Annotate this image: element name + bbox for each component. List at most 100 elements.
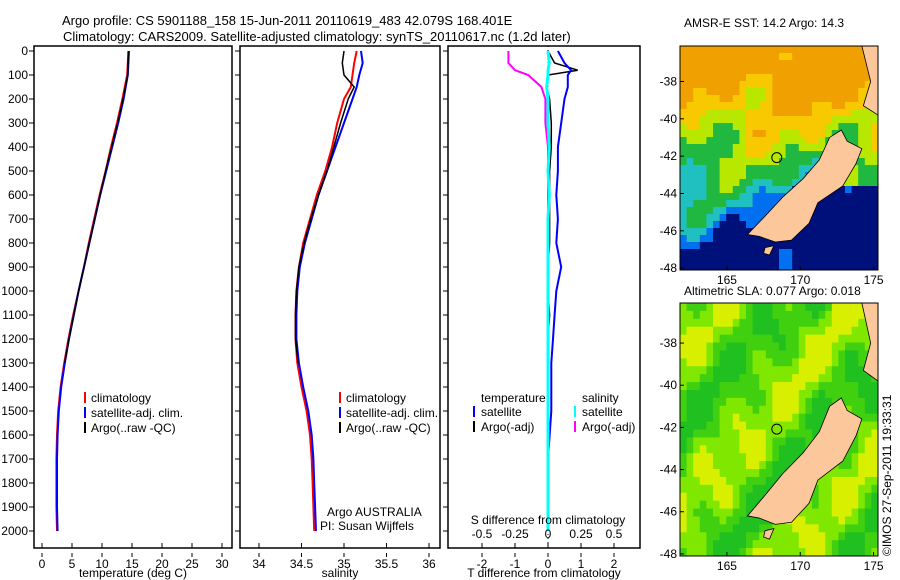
map-cell (765, 151, 773, 159)
map-cell (831, 382, 839, 391)
map-cell (706, 263, 714, 271)
map-cell (845, 397, 853, 407)
map-cell (785, 397, 793, 407)
map-cell (732, 81, 740, 89)
map-cell (726, 548, 734, 557)
map-cell (838, 67, 846, 75)
map-cell (845, 193, 853, 201)
map-cell (719, 81, 727, 89)
map-cell (746, 151, 754, 159)
map-cell (719, 342, 727, 351)
map-cell (785, 263, 793, 271)
map-cell (838, 469, 846, 478)
map-cell (871, 256, 879, 264)
map-cell (845, 256, 853, 264)
map-cell (739, 492, 747, 502)
map-cell (739, 461, 747, 470)
map-cell (805, 524, 813, 533)
map-cell (831, 214, 839, 222)
map-cell (765, 95, 773, 103)
map-cell (746, 445, 754, 454)
map-cell (739, 88, 747, 96)
map-cell (746, 429, 754, 438)
map-cell (765, 144, 773, 152)
map-cell (680, 123, 688, 131)
map-cell (772, 389, 780, 399)
map-cell (805, 144, 813, 152)
map-cell (746, 263, 754, 271)
map-cell (845, 123, 853, 131)
map-cell (864, 200, 872, 208)
map-cell (864, 445, 872, 454)
map-cell (798, 165, 806, 173)
map-cell (779, 95, 787, 103)
x-tick-label: 30 (215, 557, 229, 571)
map-cell (713, 46, 721, 54)
map-cell (851, 74, 859, 82)
map-cell (818, 214, 826, 222)
salinity-argo-diff-line (507, 51, 549, 363)
map-cell (713, 318, 721, 328)
map-cell (680, 221, 688, 229)
map-cell (680, 102, 688, 110)
legend-label: climatology (91, 391, 151, 405)
map-cell (838, 263, 846, 271)
map-cell (858, 453, 866, 462)
map-cell (713, 242, 721, 250)
map-cell (680, 263, 688, 271)
map-cell (825, 235, 833, 243)
map-cell (798, 74, 806, 82)
map-cell (805, 548, 813, 557)
map-cell (792, 165, 800, 173)
map-cell (812, 484, 820, 494)
map-cell (680, 67, 688, 75)
map-cell (765, 524, 773, 533)
map-cell (759, 366, 767, 375)
map-y-tick-label: -46 (660, 224, 678, 238)
map-cell (686, 437, 694, 446)
map-cell (693, 214, 701, 222)
map-cell (845, 53, 853, 61)
map-cell (765, 102, 773, 110)
map-cell (680, 461, 688, 470)
map-cell (739, 524, 747, 533)
map-cell (858, 67, 866, 75)
map-cell (858, 469, 866, 478)
map-cell (858, 193, 866, 201)
map-cell (686, 109, 694, 117)
map-cell (858, 358, 866, 367)
map-cell (713, 74, 721, 82)
map-cell (732, 242, 740, 250)
map-cell (818, 508, 826, 517)
map-cell (752, 235, 760, 243)
map-cell (686, 158, 694, 166)
map-cell (845, 548, 853, 557)
map-cell (864, 476, 872, 486)
map-cell (818, 116, 826, 124)
map-cell (851, 207, 859, 215)
map-cell (732, 249, 740, 257)
map-cell (864, 429, 872, 438)
map-cell (706, 123, 714, 131)
map-cell (699, 476, 707, 486)
map-cell (785, 429, 793, 438)
map-cell (680, 334, 688, 344)
map-cell (831, 389, 839, 399)
map-cell (792, 116, 800, 124)
map-cell (772, 67, 780, 75)
map-cell (831, 207, 839, 215)
map-cell (858, 374, 866, 383)
map-cell (851, 516, 859, 525)
map-cell (871, 445, 879, 454)
map-cell (779, 102, 787, 110)
map-cell (765, 137, 773, 145)
map-cell (706, 461, 714, 470)
map-cell (805, 397, 813, 407)
y-tick-label: 1300 (1, 356, 28, 370)
map-cell (759, 88, 767, 96)
map-cell (772, 53, 780, 61)
map-cell (858, 144, 866, 152)
map-cell (805, 53, 813, 61)
map-cell (713, 461, 721, 470)
map-cell (831, 235, 839, 243)
